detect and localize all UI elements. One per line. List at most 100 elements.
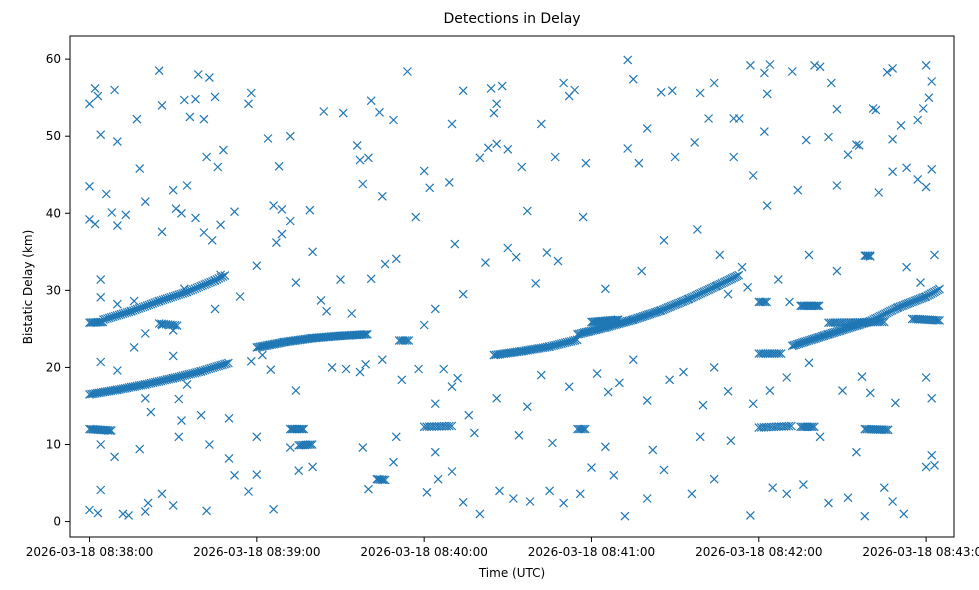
detection-point <box>402 336 412 345</box>
detection-point <box>785 297 794 307</box>
detection-point <box>670 152 680 162</box>
detection-point <box>246 356 256 366</box>
detection-point <box>801 135 811 145</box>
detection-point <box>146 407 156 417</box>
detection-point <box>252 432 262 442</box>
detection-point <box>352 140 362 150</box>
detection-point <box>681 295 691 305</box>
detection-point <box>174 432 184 442</box>
detection-point <box>101 189 111 199</box>
detection-point <box>110 452 120 462</box>
detection-point <box>930 460 939 470</box>
detection-point <box>285 131 295 141</box>
detection-point <box>550 152 560 162</box>
detection-point <box>933 315 942 325</box>
detection-point <box>793 185 803 195</box>
detection-point <box>172 321 182 331</box>
detection-point <box>210 92 220 102</box>
detection-point <box>514 430 524 440</box>
detection-point <box>860 511 870 521</box>
detection-point <box>824 132 833 142</box>
y-tick-label: 0 <box>53 515 61 529</box>
detection-point <box>359 330 369 339</box>
detection-point <box>503 144 513 154</box>
detection-point <box>834 326 844 336</box>
detection-point <box>96 317 106 327</box>
detection-point <box>266 365 276 375</box>
detection-point <box>157 227 167 237</box>
detection-point <box>216 220 226 230</box>
detection-point <box>469 428 479 438</box>
detection-point <box>453 373 463 383</box>
detection-point <box>112 299 122 309</box>
detection-point <box>811 333 821 343</box>
detection-point <box>168 500 178 510</box>
detection-point <box>570 335 580 345</box>
detection-point <box>737 262 747 272</box>
detection-point <box>295 424 305 434</box>
detection-point <box>835 326 845 336</box>
detection-point <box>531 278 541 288</box>
detection-point <box>600 442 610 452</box>
detection-point <box>303 440 313 450</box>
detection-point <box>307 440 317 449</box>
detection-point <box>748 171 758 180</box>
detection-point <box>810 60 820 70</box>
detection-point <box>650 307 660 317</box>
detection-point <box>486 83 496 93</box>
x-tick-label: 2026-03-18 08:38:00 <box>26 545 153 559</box>
detection-point <box>202 506 212 516</box>
detection-point <box>667 86 677 96</box>
detection-point <box>614 378 624 388</box>
detection-point <box>723 386 733 396</box>
detection-point <box>252 261 262 271</box>
detection-point <box>380 259 390 269</box>
detection-point <box>517 162 527 172</box>
detection-point <box>447 382 457 392</box>
detection-point <box>402 67 412 76</box>
detection-point <box>578 328 588 338</box>
detection-point <box>924 93 934 103</box>
x-axis-label: Time (UTC) <box>478 566 545 580</box>
detection-point <box>621 317 630 327</box>
detection-point <box>587 463 596 473</box>
detection-point <box>815 432 825 442</box>
detection-point <box>761 349 770 359</box>
detection-point <box>899 509 909 519</box>
detection-point <box>787 67 797 76</box>
detection-point <box>623 55 633 65</box>
detection-point <box>525 497 535 506</box>
detection-point <box>377 191 387 201</box>
detection-point <box>807 334 817 344</box>
detection-point <box>536 370 546 380</box>
y-tick-label: 20 <box>46 360 61 374</box>
detection-point <box>843 150 853 160</box>
detection-point <box>760 297 770 307</box>
detection-point <box>743 282 753 292</box>
detection-point <box>816 332 826 342</box>
x-axis: 2026-03-18 08:38:00 2026-03-18 08:39:00 20… <box>26 537 979 559</box>
detection-point <box>168 351 178 361</box>
detection-point <box>380 475 390 485</box>
detection-point <box>690 137 700 147</box>
detection-point <box>913 115 923 125</box>
detection-point <box>564 382 574 392</box>
detection-point <box>404 336 414 345</box>
detection-point <box>773 275 783 285</box>
detection-point <box>589 325 599 335</box>
detection-point <box>935 315 944 325</box>
detection-point <box>802 336 812 346</box>
detection-point <box>475 509 485 519</box>
detection-point <box>492 393 502 403</box>
detection-point <box>576 329 586 338</box>
detection-point <box>112 366 122 375</box>
detection-point <box>285 443 295 453</box>
detection-point <box>168 185 178 195</box>
detection-point <box>786 421 796 431</box>
detection-point <box>199 114 209 124</box>
detection-point <box>759 68 769 78</box>
detection-point <box>865 388 875 398</box>
detection-point <box>185 112 195 122</box>
detection-point <box>576 424 586 434</box>
